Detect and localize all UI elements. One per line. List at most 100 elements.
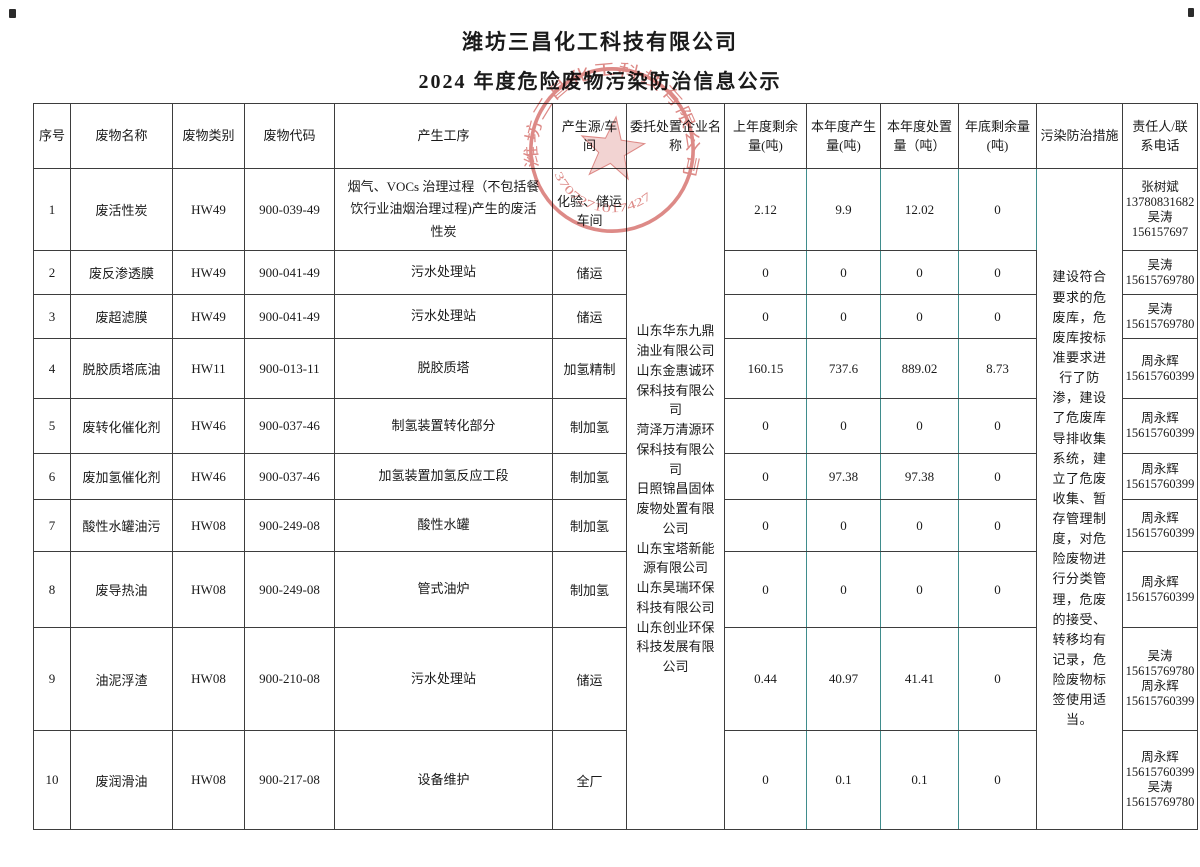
cell-prev-remaining: 0 — [724, 250, 807, 295]
page-title: 2024 年度危险废物污染防治信息公示 — [418, 71, 782, 93]
cell-disposed: 0 — [880, 499, 959, 552]
hazardous-waste-table: 序号 废物名称 废物类别 废物代码 产生工序 产生源/车间 委托处置企业名称 上年度剩余量(吨… — [33, 103, 1198, 830]
cell-year-end-remaining: 0 — [958, 294, 1037, 339]
cell-source: 制加氢 — [552, 499, 627, 552]
cell-waste-name: 废加氢催化剂 — [70, 453, 173, 500]
cell-year-end-remaining: 0 — [958, 250, 1037, 295]
cell-prev-remaining: 0.44 — [724, 627, 807, 731]
cell-produced: 0.1 — [806, 730, 881, 830]
cell-serial: 10 — [33, 730, 71, 830]
cell-disposed: 0.1 — [880, 730, 959, 830]
cell-source: 化验、储运车间 — [552, 168, 627, 251]
cell-process: 烟气、VOCs 治理过程（不包括餐饮行业油烟治理过程)产生的废活性炭 — [334, 168, 553, 251]
cell-process: 加氢装置加氢反应工段 — [334, 453, 553, 500]
contact-phone: 15615769780 — [1125, 272, 1195, 287]
cell-disposed: 0 — [880, 294, 959, 339]
col-header-5: 产生源/车间 — [552, 103, 627, 169]
cell-serial: 7 — [33, 499, 71, 552]
contact-person: 周永辉 — [1141, 750, 1179, 764]
table-row: 5 废转化催化剂 HW46 900-037-46 制氢装置转化部分 制加氢 0 0 0 0 周永辉 1… — [33, 398, 1198, 454]
cell-source: 制加氢 — [552, 551, 627, 628]
table-row: 3 废超滤膜 HW49 900-041-49 污水处理站 储运 0 0 0 0 吴涛 15615769… — [33, 294, 1198, 339]
table-header-row: 序号 废物名称 废物类别 废物代码 产生工序 产生源/车间 委托处置企业名称 上年度剩余量(吨… — [33, 103, 1198, 169]
contact-phone: 15615760399 — [1125, 589, 1195, 604]
col-header-6: 委托处置企业名称 — [626, 103, 725, 169]
cell-produced: 40.97 — [806, 627, 881, 731]
cell-disposed: 12.02 — [880, 168, 959, 251]
col-header-10: 年底剩余量(吨) — [958, 103, 1037, 169]
cell-waste-category: HW46 — [172, 453, 245, 500]
cell-year-end-remaining: 0 — [958, 627, 1037, 731]
cell-disposed: 0 — [880, 398, 959, 454]
contact-person: 周永辉 — [1141, 461, 1179, 476]
cell-waste-name: 脱胶质塔底油 — [70, 338, 173, 399]
table-row: 6 废加氢催化剂 HW46 900-037-46 加氢装置加氢反应工段 制加氢 0 97.38… — [33, 453, 1198, 500]
cell-waste-category: HW08 — [172, 499, 245, 552]
cell-disposed: 889.02 — [880, 338, 959, 399]
cell-source: 制加氢 — [552, 453, 627, 500]
col-header-1: 废物名称 — [70, 103, 173, 169]
cell-contact: 吴涛 15615769780 — [1122, 250, 1198, 295]
cell-produced: 737.6 — [806, 338, 881, 399]
cell-disposed: 0 — [880, 250, 959, 295]
cell-waste-category: HW49 — [172, 168, 245, 251]
cell-year-end-remaining: 0 — [958, 453, 1037, 500]
page-title-block: 潍坊三昌化工科技有限公司 2024 年度危险废物污染防治信息公示 — [0, 26, 1200, 94]
cell-prev-remaining: 0 — [724, 294, 807, 339]
col-header-12: 责任人/联系电话 — [1122, 103, 1198, 169]
table-row: 10 废润滑油 HW08 900-217-08 设备维护 全厂 0 0.1 0.1 0 周永辉 156… — [33, 730, 1198, 830]
cell-produced: 0 — [806, 250, 881, 295]
contact-person: 张树斌 — [1141, 179, 1179, 194]
cell-waste-name: 废活性炭 — [70, 168, 173, 251]
cell-waste-code: 900-217-08 — [244, 730, 335, 830]
cell-waste-code: 900-249-08 — [244, 499, 335, 552]
contact-person: 周永辉 — [1141, 353, 1179, 368]
company-name: 山东宝塔新能源有限公司 — [636, 540, 715, 576]
cell-produced: 0 — [806, 398, 881, 454]
table-header: 序号 废物名称 废物类别 废物代码 产生工序 产生源/车间 委托处置企业名称 上年度剩余量(吨… — [33, 103, 1198, 169]
contact-person: 周永辉 — [1141, 574, 1179, 589]
cell-waste-name: 油泥浮渣 — [70, 627, 173, 731]
cell-contact: 张树斌 13780831682 吴涛 156157697 — [1122, 168, 1198, 251]
col-header-3: 废物代码 — [244, 103, 335, 169]
cell-contact: 周永辉 15615760399 — [1122, 551, 1198, 628]
cell-serial: 1 — [33, 168, 71, 251]
cell-waste-name: 废导热油 — [70, 551, 173, 628]
cell-source: 加氢精制 — [552, 338, 627, 399]
cell-serial: 9 — [33, 627, 71, 731]
cell-serial: 3 — [33, 294, 71, 339]
col-header-7: 上年度剩余量(吨) — [724, 103, 807, 169]
cell-prev-remaining: 0 — [724, 551, 807, 628]
cell-produced: 97.38 — [806, 453, 881, 500]
col-header-4: 产生工序 — [334, 103, 553, 169]
cell-prev-remaining: 0 — [724, 499, 807, 552]
cell-serial: 8 — [33, 551, 71, 628]
contact-person: 吴涛 — [1147, 209, 1173, 224]
cell-waste-name: 废润滑油 — [70, 730, 173, 830]
cell-serial: 5 — [33, 398, 71, 454]
cell-waste-code: 900-037-46 — [244, 453, 335, 500]
cell-contact: 吴涛 15615769780 周永辉 15615760399 — [1122, 627, 1198, 731]
col-header-9: 本年度处置量（吨） — [880, 103, 959, 169]
contact-person: 吴涛 — [1147, 301, 1173, 316]
contact-phone: 15615760399 — [1125, 525, 1195, 540]
cell-waste-category: HW08 — [172, 627, 245, 731]
contact-phone: 15615760399 — [1125, 426, 1195, 440]
company-title: 潍坊三昌化工科技有限公司 — [462, 30, 738, 54]
contact-phone: 15615760399 — [1125, 476, 1195, 491]
cell-waste-code: 900-041-49 — [244, 294, 335, 339]
cell-source: 制加氢 — [552, 398, 627, 454]
contact-phone: 156157697 — [1131, 224, 1189, 239]
contact-person: 周永辉 — [1141, 679, 1179, 693]
scan-speck — [9, 9, 16, 18]
cell-waste-name: 废超滤膜 — [70, 294, 173, 339]
contact-person: 吴涛 — [1147, 649, 1173, 663]
cell-year-end-remaining: 0 — [958, 499, 1037, 552]
cell-year-end-remaining: 0 — [958, 551, 1037, 628]
contact-person: 吴涛 — [1147, 780, 1173, 794]
cell-source: 储运 — [552, 294, 627, 339]
cell-prev-remaining: 160.15 — [724, 338, 807, 399]
cell-disposed: 41.41 — [880, 627, 959, 731]
table-row: 9 油泥浮渣 HW08 900-210-08 污水处理站 储运 0.44 40.97 41.41… — [33, 627, 1198, 731]
cell-waste-category: HW46 — [172, 398, 245, 454]
